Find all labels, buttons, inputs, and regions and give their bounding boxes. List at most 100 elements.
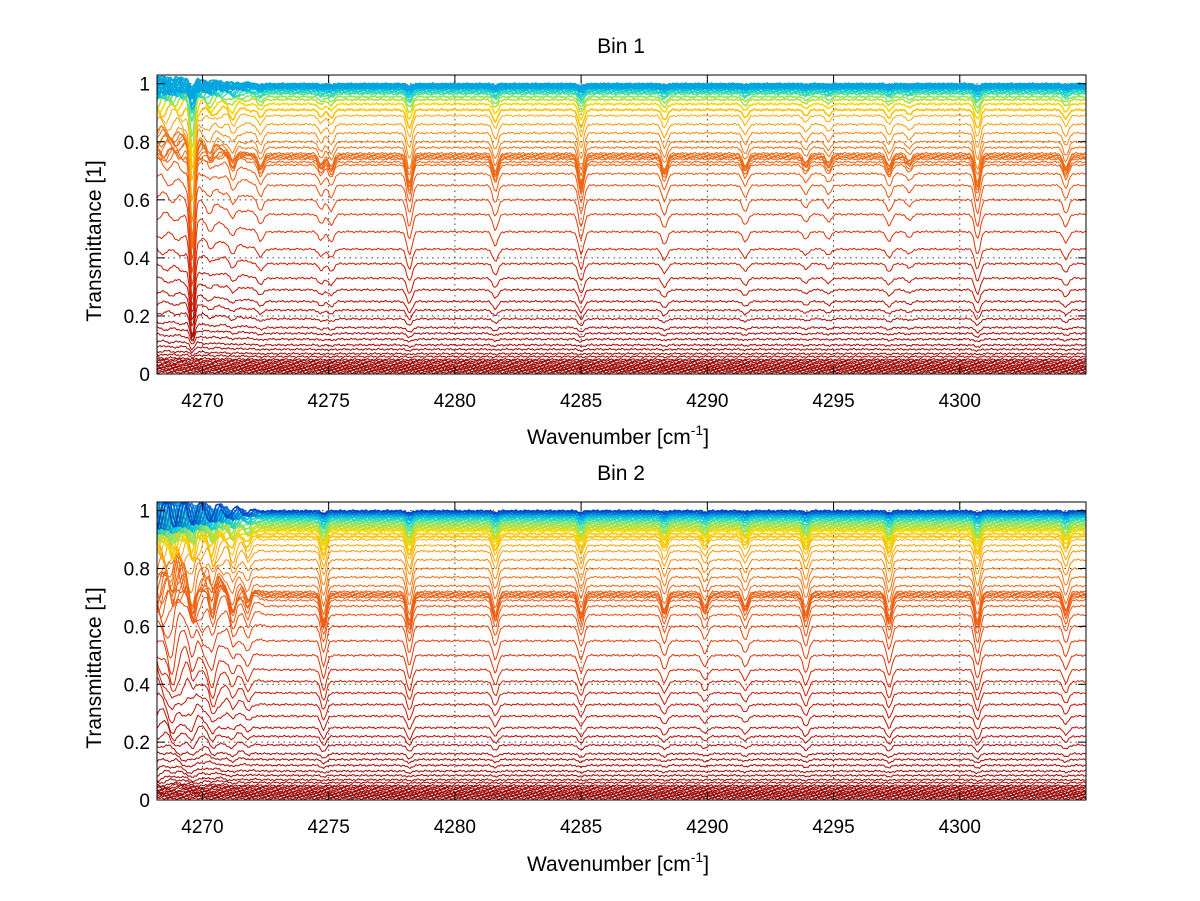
x-axis-label-close: ] — [703, 853, 709, 876]
y-tick-label: 1 — [139, 75, 150, 96]
series-group — [157, 75, 1086, 374]
series-line — [157, 88, 1086, 138]
series-line — [157, 781, 1086, 788]
x-tick-label: 4270 — [181, 817, 223, 838]
series-line — [157, 666, 1086, 712]
series-line — [157, 147, 1086, 249]
x-axis-label-exponent: -1 — [691, 849, 704, 865]
series-line — [157, 502, 1086, 529]
series-line — [157, 786, 1086, 792]
plot-frame — [156, 74, 1087, 375]
series-line — [157, 108, 1086, 182]
series-line — [157, 792, 1086, 797]
series-line — [157, 320, 1086, 341]
chart-panel-bin-2: Bin 2 Transmittance [1] Wavenumber [cm-1… — [83, 462, 1087, 876]
x-axis-label-close: ] — [703, 426, 709, 449]
series-line — [157, 751, 1086, 765]
series-line — [157, 149, 1086, 250]
series-line — [157, 84, 1086, 123]
series-line — [157, 512, 1086, 547]
series-line — [157, 777, 1086, 785]
y-tick-label: 0 — [139, 791, 150, 812]
y-axis-label: Transmittance [1] — [83, 587, 106, 748]
series-line — [157, 790, 1086, 796]
series-line — [157, 514, 1086, 553]
series-line — [157, 535, 1086, 576]
series-line — [157, 765, 1086, 775]
series-line — [157, 276, 1086, 327]
x-tick-label: 4275 — [308, 391, 350, 412]
y-tick-label: 0 — [139, 365, 150, 386]
series-line — [157, 148, 1086, 247]
series-line — [157, 719, 1086, 746]
series-line — [157, 528, 1086, 563]
series-line — [157, 612, 1086, 668]
series-line — [157, 598, 1086, 654]
x-tick-label: 4285 — [560, 817, 602, 838]
series-line — [157, 359, 1086, 365]
series-line — [157, 660, 1086, 701]
x-axis-label: Wavenumber [cm-1] — [527, 422, 709, 449]
series-line — [157, 134, 1086, 238]
series-line — [157, 362, 1086, 367]
x-tick-label: 4295 — [812, 391, 854, 412]
y-tick-label: 0.8 — [124, 560, 150, 581]
x-tick-label: 4290 — [686, 817, 728, 838]
series-line — [157, 784, 1086, 791]
series-line — [157, 545, 1086, 587]
x-tick-label: 4290 — [686, 391, 728, 412]
series-line — [157, 505, 1086, 536]
series-line — [157, 554, 1086, 598]
series-line — [157, 521, 1086, 561]
series-line — [157, 367, 1086, 372]
series-line — [157, 353, 1086, 359]
x-axis-label-main: Wavenumber [cm — [527, 426, 691, 449]
series-line — [157, 366, 1086, 371]
series-line — [157, 358, 1086, 363]
series-line — [157, 584, 1086, 622]
series-line — [157, 775, 1086, 783]
series-line — [157, 289, 1086, 336]
x-tick-label: 4300 — [939, 391, 981, 412]
series-line — [157, 553, 1086, 626]
series-line — [157, 518, 1086, 560]
x-tick-label: 4285 — [560, 391, 602, 412]
series-line — [157, 102, 1086, 169]
series-line — [157, 310, 1086, 338]
x-axis-label: Wavenumber [cm-1] — [527, 849, 709, 876]
series-line — [157, 263, 1086, 321]
series-line — [157, 247, 1086, 313]
y-tick-label: 0.6 — [124, 191, 150, 212]
y-tick-label: 0.4 — [124, 249, 151, 270]
chart-title: Bin 2 — [597, 462, 645, 485]
x-tick-label: 4300 — [939, 817, 981, 838]
series-line — [157, 144, 1086, 251]
series-line — [157, 563, 1086, 630]
x-axis-label-exponent: -1 — [691, 422, 704, 438]
series-line — [157, 731, 1086, 753]
series-line — [157, 572, 1086, 635]
series-line — [157, 537, 1086, 569]
series-line — [157, 137, 1086, 246]
chart-panel-bin-1: Bin 1 Transmittance [1] Wavenumber [cm-1… — [83, 35, 1087, 449]
series-line — [157, 345, 1086, 354]
series-line — [157, 560, 1086, 622]
series-line — [157, 692, 1086, 731]
x-tick-label: 4280 — [434, 391, 476, 412]
series-line — [157, 339, 1086, 351]
x-tick-label: 4275 — [308, 817, 350, 838]
y-axis-label: Transmittance [1] — [83, 160, 106, 321]
chart-title: Bin 1 — [597, 35, 645, 58]
series-line — [157, 300, 1086, 338]
y-tick-label: 0.4 — [124, 675, 151, 696]
x-tick-label: 4280 — [434, 817, 476, 838]
series-line — [157, 91, 1086, 148]
series-line — [157, 769, 1086, 778]
y-tick-label: 0.2 — [124, 733, 150, 754]
series-line — [157, 132, 1086, 246]
series-line — [157, 556, 1086, 628]
series-line — [157, 565, 1086, 607]
series-line — [157, 630, 1086, 680]
series-line — [157, 231, 1086, 307]
series-line — [157, 518, 1086, 544]
